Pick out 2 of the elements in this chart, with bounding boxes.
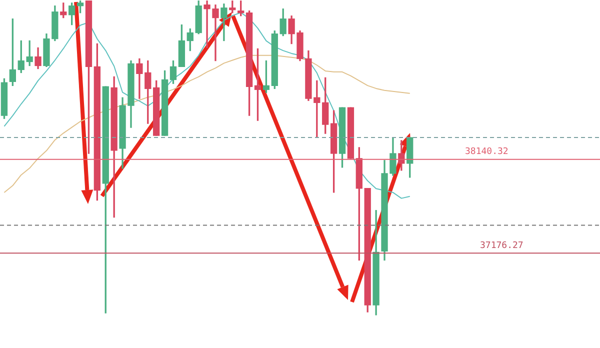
ref-line-label: 37176.27 xyxy=(480,240,524,251)
ref-line-label: 38140.32 xyxy=(465,147,508,158)
